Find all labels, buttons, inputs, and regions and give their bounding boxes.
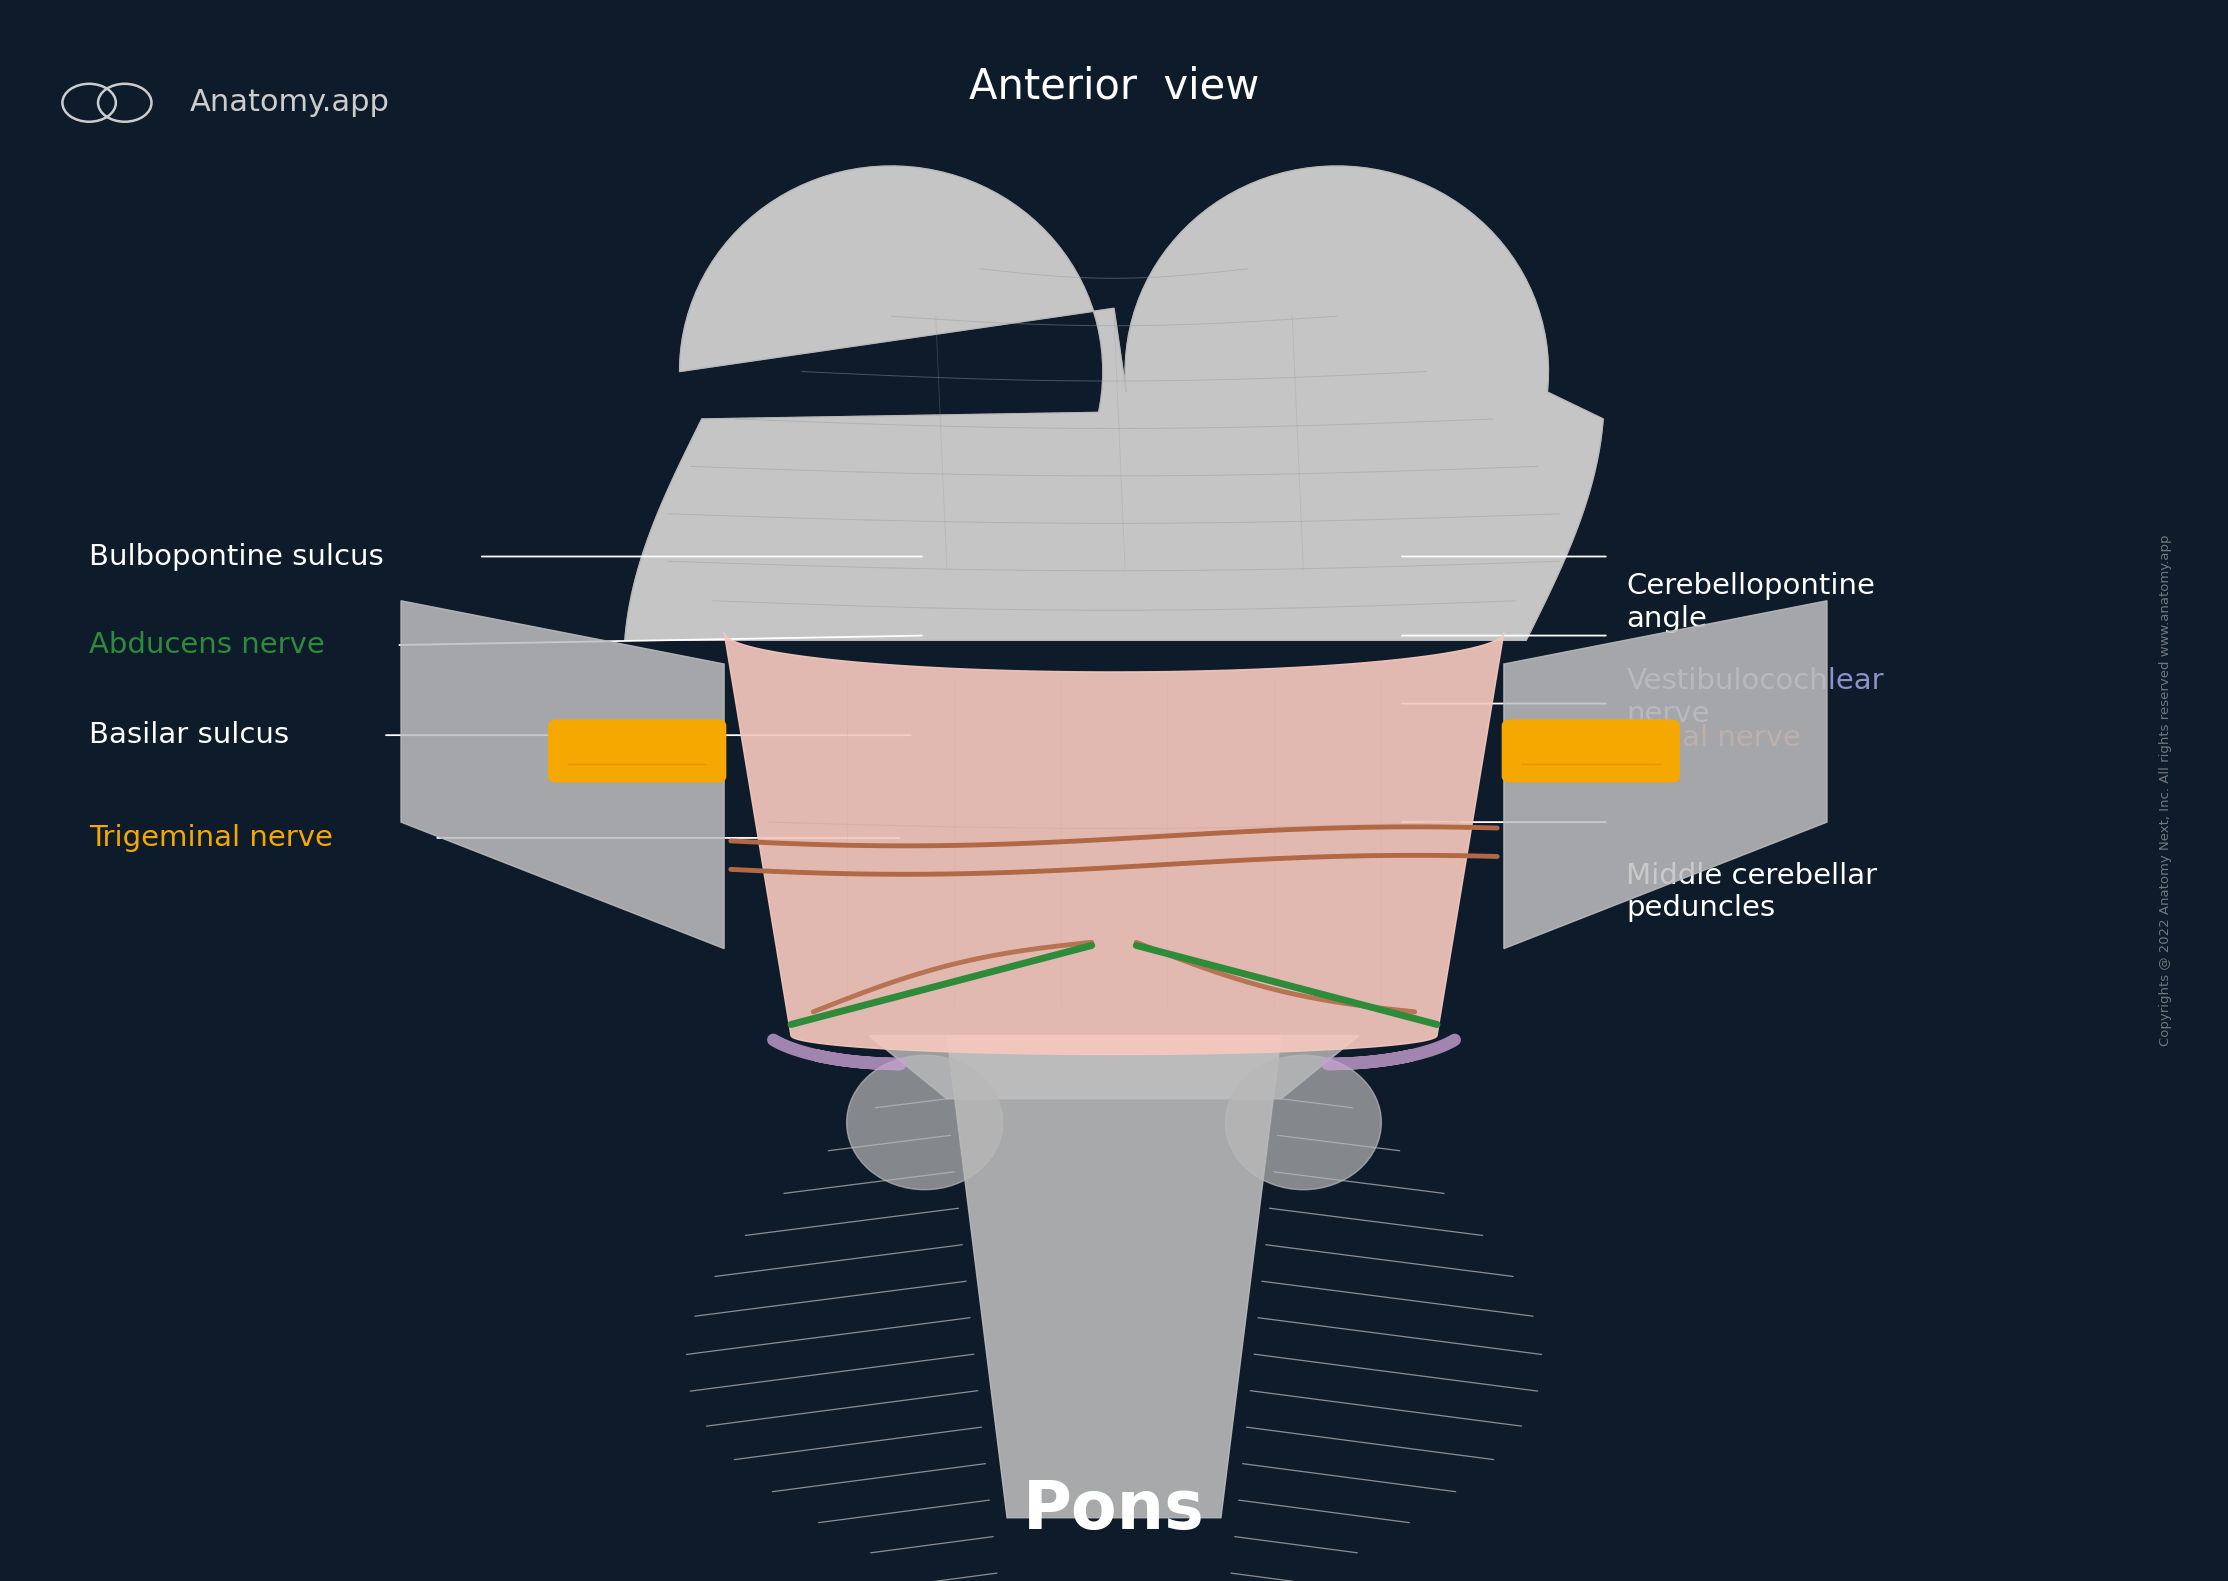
Text: Vestibulocochlear
nerve: Vestibulocochlear nerve	[1626, 667, 1885, 727]
Polygon shape	[869, 1036, 1359, 1099]
Polygon shape	[624, 166, 1604, 640]
Text: Basilar sulcus: Basilar sulcus	[89, 721, 290, 749]
FancyBboxPatch shape	[1502, 719, 1680, 783]
Text: Middle cerebellar
peduncles: Middle cerebellar peduncles	[1626, 862, 1878, 922]
Text: Anatomy.app: Anatomy.app	[189, 89, 390, 117]
Text: Pons: Pons	[1023, 1477, 1205, 1543]
Text: Anterior  view: Anterior view	[969, 66, 1259, 108]
Ellipse shape	[1225, 1056, 1381, 1190]
Polygon shape	[947, 1036, 1281, 1518]
Text: Cerebellopontine
angle: Cerebellopontine angle	[1626, 572, 1876, 632]
Text: Bulbopontine sulcus: Bulbopontine sulcus	[89, 542, 383, 571]
Ellipse shape	[847, 1056, 1003, 1190]
Text: Copyrights @ 2022 Anatomy Next, Inc. All rights reserved www.anatomy.app: Copyrights @ 2022 Anatomy Next, Inc. All…	[2159, 534, 2172, 1047]
Polygon shape	[1504, 601, 1827, 949]
FancyBboxPatch shape	[548, 719, 726, 783]
Text: Abducens nerve: Abducens nerve	[89, 631, 325, 659]
Text: Facial nerve: Facial nerve	[1626, 724, 1800, 753]
Polygon shape	[724, 632, 1504, 1055]
Polygon shape	[401, 601, 724, 949]
Text: Trigeminal nerve: Trigeminal nerve	[89, 824, 332, 852]
